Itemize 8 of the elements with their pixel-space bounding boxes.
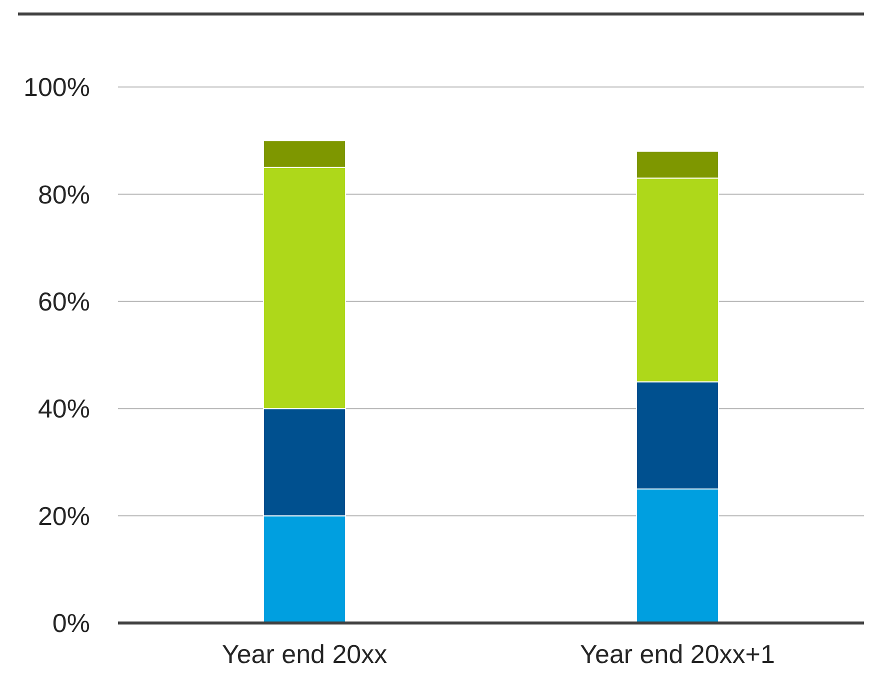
y-tick-label: 0% [52, 608, 90, 638]
y-tick-label: 100% [24, 72, 90, 102]
y-tick-label: 80% [38, 179, 90, 210]
y-tick-label: 40% [38, 394, 90, 424]
y-tick-label: 20% [38, 500, 90, 531]
x-tick-label: Year end 20xx+1 [580, 639, 775, 669]
x-tick-label: Year end 20xx [222, 639, 388, 669]
y-tick-label: 60% [38, 286, 90, 316]
